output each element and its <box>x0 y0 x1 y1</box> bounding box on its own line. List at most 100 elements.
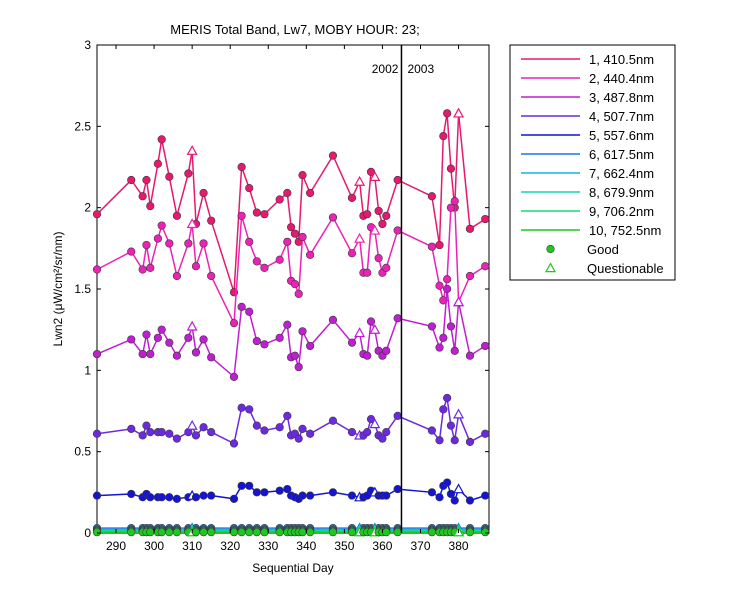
legend-label: Questionable <box>587 261 664 276</box>
data-point <box>157 135 166 144</box>
data-point <box>237 528 246 537</box>
data-point <box>435 240 444 250</box>
x-tick-label: 300 <box>144 539 164 553</box>
data-point <box>172 211 182 220</box>
series-3 <box>92 284 490 381</box>
data-point <box>245 405 254 414</box>
data-point <box>481 429 490 438</box>
data-point <box>306 429 315 438</box>
data-point <box>207 271 216 281</box>
data-point <box>286 223 296 232</box>
data-point <box>252 488 261 497</box>
data-point <box>245 481 254 490</box>
questionable-marker <box>186 218 198 229</box>
data-point <box>142 175 151 185</box>
data-point <box>465 437 475 447</box>
data-point <box>465 351 475 360</box>
chart-title: MERIS Total Band, Lw7, MOBY HOUR: 23; <box>170 22 420 37</box>
data-point <box>184 239 193 248</box>
data-point <box>172 434 182 443</box>
data-point <box>382 211 391 220</box>
data-point <box>283 188 292 198</box>
x-tick-label: 290 <box>106 539 126 553</box>
data-point <box>446 203 456 212</box>
data-point <box>374 253 383 263</box>
data-point <box>382 491 391 500</box>
data-point <box>347 193 357 203</box>
legend-questionable-marker <box>544 262 557 273</box>
legend-label: 4, 507.7nm <box>589 109 654 124</box>
data-point <box>138 349 147 359</box>
data-point <box>347 528 357 537</box>
data-point <box>199 528 208 537</box>
data-point <box>146 428 155 437</box>
data-point <box>142 421 151 430</box>
data-point <box>245 528 254 537</box>
data-point <box>439 405 448 414</box>
questionable-marker <box>453 296 465 307</box>
x-tick-label: 350 <box>334 539 354 553</box>
x-axis: 290 300 310 320 330 340 350 360 370 380 <box>106 45 469 553</box>
data-point <box>157 325 166 334</box>
x-tick-label: 370 <box>410 539 430 553</box>
questionable-marker <box>369 224 381 235</box>
data-point <box>199 335 208 344</box>
data-point <box>146 263 155 272</box>
data-point <box>207 216 216 225</box>
data-point <box>298 171 307 180</box>
data-point <box>382 346 391 355</box>
questionable-marker <box>369 418 381 429</box>
data-point <box>347 249 357 258</box>
data-point <box>138 431 147 440</box>
series-5 <box>92 478 490 505</box>
data-point <box>465 271 475 281</box>
data-point <box>435 493 444 502</box>
data-point <box>237 302 246 311</box>
y-tick-label: 1.5 <box>74 282 91 296</box>
data-point <box>252 336 261 346</box>
data-point <box>92 349 102 359</box>
legend: 1, 410.5nm 2, 440.4nm 3, 487.8nm 4, 507.7nm… <box>509 44 676 281</box>
series-layer <box>92 107 490 537</box>
legend-label: 6, 617.5nm <box>589 147 654 162</box>
data-point <box>481 491 490 500</box>
data-point <box>298 491 307 500</box>
data-point <box>260 426 269 435</box>
questionable-marker <box>354 327 366 338</box>
x-tick-label: 380 <box>449 539 469 553</box>
data-point <box>363 210 372 219</box>
data-point <box>393 484 402 494</box>
data-point <box>306 491 315 500</box>
data-point <box>127 528 136 537</box>
data-point <box>127 175 136 185</box>
y-tick-label: 2 <box>84 201 91 215</box>
data-point <box>127 424 136 433</box>
data-point <box>382 263 391 272</box>
data-point <box>165 528 174 537</box>
data-point <box>275 195 284 204</box>
y-tick-label: 2.5 <box>74 119 91 133</box>
data-point <box>157 221 166 230</box>
data-point <box>450 197 459 206</box>
year-label-2002: 2002 <box>372 62 399 76</box>
data-point <box>427 322 437 331</box>
data-point <box>283 237 292 246</box>
data-point <box>153 333 162 342</box>
series-1 <box>92 107 490 297</box>
y-tick-label: 1 <box>84 363 91 377</box>
data-point <box>127 247 136 256</box>
legend-label: 10, 752.5nm <box>589 223 661 238</box>
y-axis-label: Lwn2 (μW/cm²/sr/nm) <box>51 232 65 347</box>
legend-label: 2, 440.4nm <box>589 71 654 86</box>
data-point <box>363 428 372 437</box>
data-point <box>465 224 475 233</box>
data-point <box>184 333 193 342</box>
data-point <box>92 429 102 438</box>
data-point <box>443 478 452 487</box>
data-point <box>252 528 261 537</box>
data-point <box>191 528 201 537</box>
data-point <box>260 210 269 219</box>
data-point <box>439 296 448 305</box>
data-point <box>237 162 246 172</box>
